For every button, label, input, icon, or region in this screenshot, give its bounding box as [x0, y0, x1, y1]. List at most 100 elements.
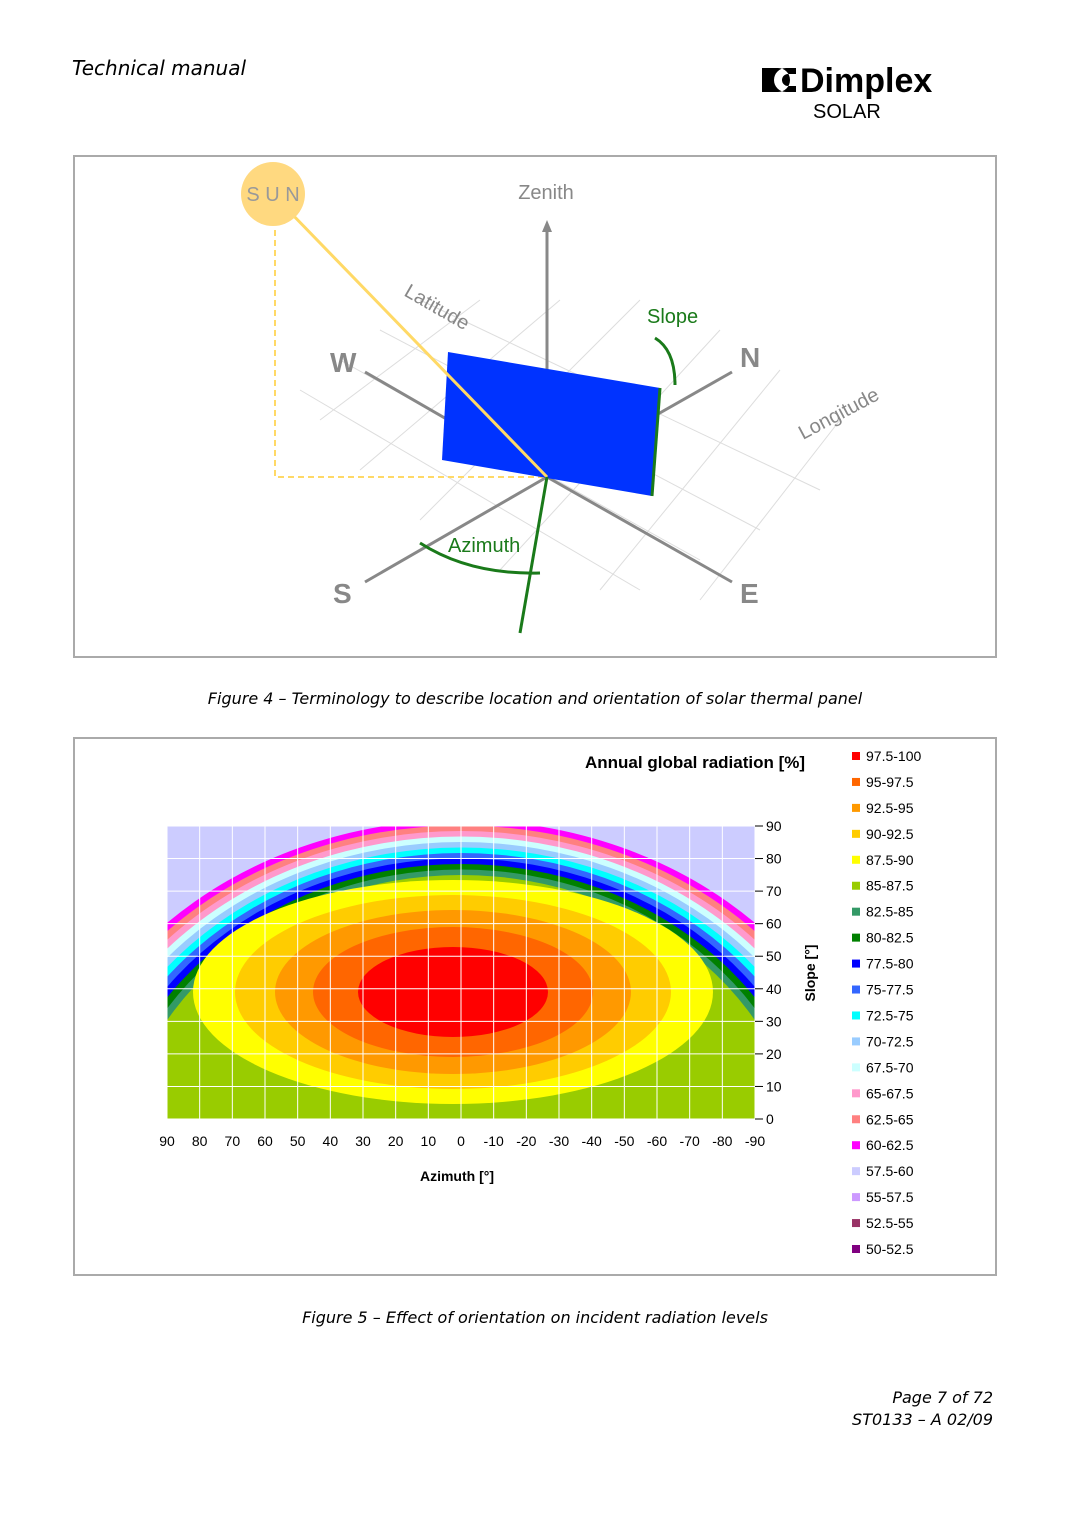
- south-label: S: [333, 578, 352, 609]
- x-tick-label: -10: [484, 1133, 504, 1149]
- figure-frame: [73, 737, 997, 1276]
- azimuth-label: Azimuth: [448, 535, 520, 557]
- slope-label: Slope: [647, 306, 698, 328]
- latitude-label: Latitude: [401, 280, 474, 335]
- legend-label: 70-72.5: [866, 1033, 914, 1049]
- legend-swatch: [852, 881, 860, 890]
- page-number: Page 7 of 72: [892, 1388, 993, 1407]
- legend-label: 50-52.5: [866, 1241, 914, 1257]
- zenith-label: Zenith: [518, 182, 574, 204]
- x-tick-label: 40: [323, 1133, 339, 1149]
- west-label: W: [330, 347, 357, 378]
- legend-swatch: [852, 855, 860, 864]
- legend-swatch: [852, 907, 860, 916]
- figure-caption: Figure 4 – Terminology to describe locat…: [208, 689, 863, 708]
- legend-label: 82.5-85: [866, 904, 914, 920]
- brand: Dimplex: [800, 62, 932, 100]
- legend-swatch: [852, 1011, 860, 1020]
- longitude-label: Longitude: [795, 384, 883, 445]
- x-tick-label: -30: [549, 1133, 569, 1149]
- y-tick-label: 30: [766, 1013, 782, 1029]
- x-tick-label: -90: [745, 1133, 765, 1149]
- contour-plot: [167, 826, 755, 1119]
- legend-label: 62.5-65: [866, 1111, 914, 1127]
- x-tick-label: -50: [614, 1133, 634, 1149]
- logo-mark: [762, 68, 796, 92]
- x-tick-label: 0: [457, 1133, 465, 1149]
- green-markers: [419, 336, 677, 634]
- y-tick-label: 10: [766, 1078, 782, 1094]
- y-tick-label: 80: [766, 851, 782, 867]
- sun: [241, 162, 305, 226]
- legend-label: 55-57.5: [866, 1189, 914, 1205]
- x-tick-label: -20: [516, 1133, 536, 1149]
- axis: 90 80 70 60 50 40 30 20 10 0 -10 -20 -30 -40 -50 -60 -70…: [159, 818, 782, 1149]
- legend-label: 77.5-80: [866, 956, 914, 972]
- panel: [442, 352, 660, 496]
- sun-ray: [286, 208, 549, 479]
- legend-swatch: [852, 752, 860, 760]
- legend-label: 57.5-60: [866, 1163, 914, 1179]
- legend-label: 80-82.5: [866, 930, 914, 946]
- legend-label: 67.5-70: [866, 1059, 914, 1075]
- legend-swatch: [852, 959, 860, 968]
- north-label: N: [740, 342, 760, 373]
- legend: 97.5-100 95-97.5 92.5-95 90-92.5 87.5-90 85-8…: [852, 748, 921, 1257]
- x-tick-label: 10: [421, 1133, 437, 1149]
- legend-label: 97.5-100: [866, 748, 921, 764]
- x-tick-label: 60: [257, 1133, 273, 1149]
- logo: Dimplex: [762, 62, 932, 100]
- sun-projection: [274, 230, 547, 478]
- x-tick-label: 90: [159, 1133, 175, 1149]
- legend-swatch: [852, 985, 860, 994]
- legend-swatch: [852, 1089, 860, 1098]
- x-tick-label: -70: [680, 1133, 700, 1149]
- legend-label: 65-67.5: [866, 1085, 914, 1101]
- legend-swatch: [852, 1063, 860, 1072]
- legend-label: 85-87.5: [866, 878, 914, 894]
- doc-ref: ST0133 – A 02/09: [852, 1410, 993, 1429]
- chart-title: Annual global radiation [%]: [585, 753, 805, 772]
- legend-label: 92.5-95: [866, 800, 914, 816]
- x-tick-label: 20: [388, 1133, 404, 1149]
- y-tick-label: 0: [766, 1111, 774, 1127]
- manual-title: Technical manual: [72, 56, 246, 80]
- x-tick-label: 70: [225, 1133, 241, 1149]
- x-tick-label: 80: [192, 1133, 208, 1149]
- legend-label: 60-62.5: [866, 1137, 914, 1153]
- east-label: E: [740, 578, 759, 609]
- legend-swatch: [852, 777, 860, 786]
- x-tick-label: 30: [355, 1133, 371, 1149]
- legend-swatch: [852, 933, 860, 942]
- legend-swatch: [852, 1193, 860, 1202]
- sun-label: S U N: [246, 184, 299, 206]
- subbrand: SOLAR: [813, 101, 881, 123]
- x-tick-label: -80: [712, 1133, 732, 1149]
- legend-swatch: [852, 1141, 860, 1150]
- legend-label: 75-77.5: [866, 982, 914, 998]
- y-tick-label: 60: [766, 916, 782, 932]
- legend-swatch: [852, 803, 860, 812]
- figure-caption: Figure 5 – Effect of orientation on inci…: [302, 1308, 768, 1327]
- legend-label: 90-92.5: [866, 826, 914, 842]
- y-tick-label: 20: [766, 1046, 782, 1062]
- legend-label: 87.5-90: [866, 852, 914, 868]
- legend-label: 72.5-75: [866, 1007, 914, 1023]
- x-tick-label: 50: [290, 1133, 306, 1149]
- legend-swatch: [852, 1115, 860, 1124]
- legend-swatch: [852, 1037, 860, 1046]
- y-axis-label: Slope [°]: [802, 945, 818, 1002]
- legend-swatch: [852, 1219, 860, 1228]
- y-tick-label: 40: [766, 981, 782, 997]
- zenith-arrow: [542, 220, 552, 232]
- contour-band: [358, 947, 548, 1037]
- y-tick-label: 70: [766, 883, 782, 899]
- x-tick-label: -60: [647, 1133, 667, 1149]
- legend-label: 52.5-55: [866, 1215, 914, 1231]
- x-tick-label: -40: [582, 1133, 602, 1149]
- x-axis-label: Azimuth [°]: [420, 1168, 494, 1184]
- legend-swatch: [852, 1167, 860, 1176]
- y-tick-label: 90: [766, 818, 782, 834]
- y-tick-label: 50: [766, 948, 782, 964]
